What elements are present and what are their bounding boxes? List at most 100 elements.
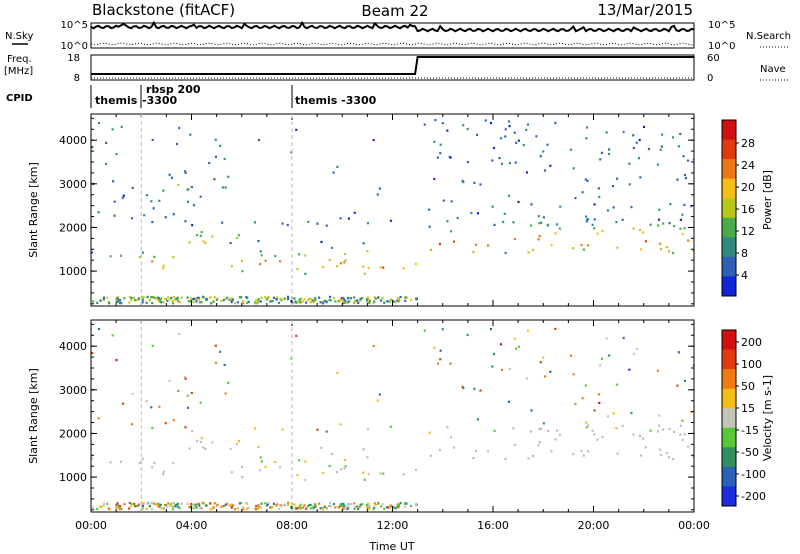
power-echo (399, 295, 402, 299)
power-echo (363, 272, 366, 275)
power-echo (368, 299, 371, 303)
velocity-echo (436, 362, 439, 365)
power-echo (96, 301, 99, 304)
velocity-echo (195, 506, 198, 509)
velocity-echo (374, 503, 377, 506)
colorbar-swatch (722, 388, 736, 409)
power-echo (197, 296, 200, 299)
power-echo (204, 241, 207, 244)
velocity-echo (237, 440, 240, 443)
velocity-echo (171, 505, 174, 508)
power-echo (172, 213, 175, 216)
power-echo (190, 296, 193, 300)
power-echo (299, 298, 302, 301)
velocity-echo (196, 502, 199, 506)
power-echo (242, 300, 245, 303)
velocity-echo (542, 422, 545, 425)
power-echo (446, 220, 449, 223)
power-echo (607, 152, 610, 156)
power-echo (554, 232, 557, 235)
power-echo (162, 189, 165, 192)
velocity-echo (186, 502, 189, 505)
velocity-echo (183, 376, 186, 379)
power-echo (621, 218, 624, 221)
velocity-echo (658, 414, 661, 417)
velocity-echo (200, 437, 203, 440)
power-echo (151, 260, 154, 263)
power-echo (446, 129, 449, 132)
power-echo (381, 297, 384, 300)
velocity-echo (309, 507, 312, 510)
power-echo (109, 255, 112, 258)
power-echo (120, 302, 123, 305)
power-echo (259, 263, 262, 266)
power-echo (172, 295, 175, 298)
power-echo (311, 299, 314, 302)
colorbar-tick-label: 20 (741, 181, 755, 194)
power-echo (530, 203, 533, 206)
power-echo (151, 138, 154, 141)
power-echo (102, 298, 105, 301)
velocity-echo (157, 502, 160, 505)
velocity-echo (372, 508, 375, 511)
noise-search-line (90, 42, 695, 46)
velocity-echo (111, 334, 114, 337)
power-echo (580, 244, 583, 247)
power-echo (660, 248, 663, 251)
velocity-echo (194, 505, 197, 508)
noise-search-label: N.Search (746, 31, 791, 42)
power-echo (546, 143, 549, 146)
power-echo (596, 232, 599, 235)
power-echo (682, 155, 685, 158)
power-echo (115, 298, 118, 301)
velocity-echo (201, 501, 204, 504)
power-echo (120, 125, 123, 128)
velocity-echo (572, 373, 575, 376)
velocity-echo (318, 502, 321, 505)
velocity-echo (150, 502, 153, 505)
power-echo (193, 297, 196, 300)
power-echo (334, 300, 337, 303)
velocity-echo (569, 354, 572, 357)
power-echo (171, 299, 174, 302)
velocity-echo (342, 506, 345, 509)
power-echo (672, 252, 675, 255)
power-echo (257, 298, 260, 301)
velocity-echo (508, 368, 511, 371)
velocity-echo (306, 505, 309, 508)
velocity-echo (164, 422, 167, 425)
power-echo (492, 146, 495, 150)
velocity-echo (358, 505, 361, 508)
power-echo (91, 146, 94, 149)
power-echo (348, 300, 351, 303)
velocity-echo (107, 506, 110, 510)
velocity-echo (549, 370, 552, 373)
power-echo (593, 227, 596, 230)
velocity-echo (227, 381, 230, 384)
velocity-echo (500, 368, 503, 371)
velocity-echo (130, 502, 133, 505)
power-echo (681, 213, 684, 216)
velocity-echo (199, 401, 202, 404)
power-echo (681, 232, 684, 236)
power-echo (303, 298, 306, 301)
velocity-echo (226, 502, 229, 505)
velocity-echo (397, 506, 400, 509)
velocity-echo (360, 503, 363, 506)
velocity-echo (314, 503, 317, 506)
power-echo (319, 301, 322, 304)
velocity-echo (593, 409, 596, 412)
power-echo (329, 295, 332, 298)
velocity-echo (214, 344, 217, 347)
power-echo (298, 253, 301, 256)
velocity-echo (234, 508, 237, 511)
power-echo (195, 300, 198, 303)
power-echo (236, 301, 239, 304)
power-echo (517, 139, 520, 142)
velocity-echo (296, 506, 299, 510)
power-echo (151, 221, 154, 224)
power-echo (158, 298, 161, 301)
velocity-echo (230, 503, 233, 506)
velocity-echo (628, 368, 631, 371)
velocity-echo (346, 507, 349, 510)
